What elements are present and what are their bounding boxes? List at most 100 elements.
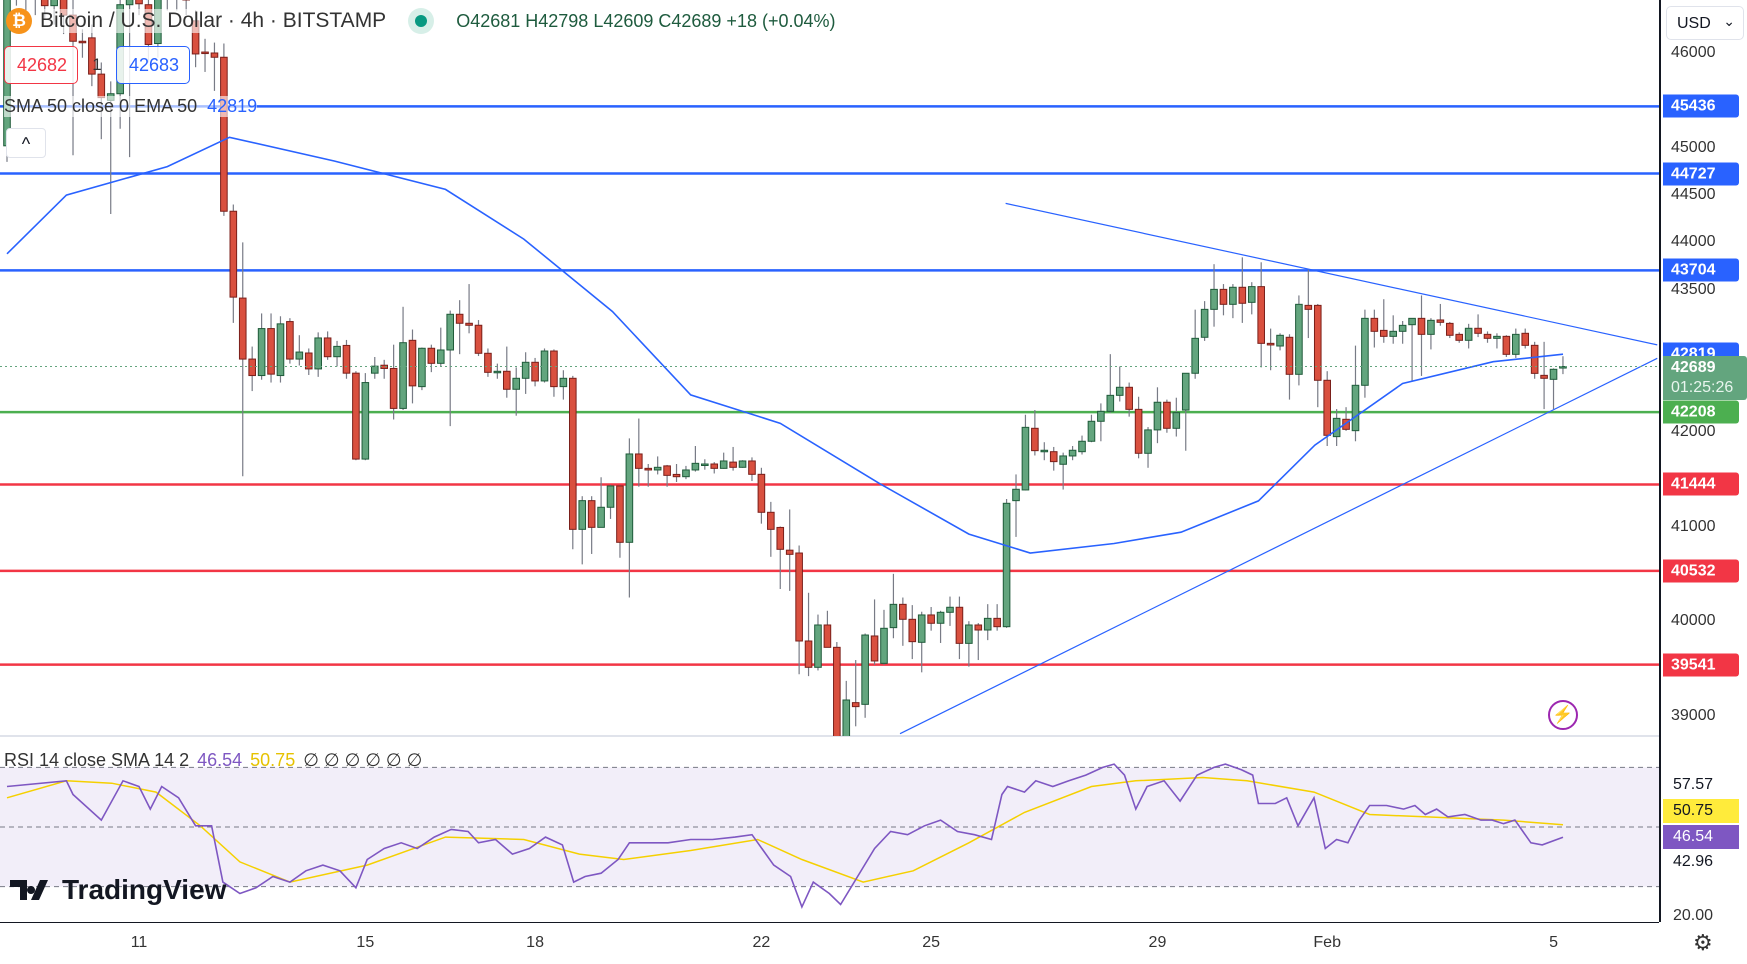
- candle: [1125, 382, 1133, 417]
- currency-select[interactable]: USD ⌄: [1666, 6, 1744, 40]
- candle: [295, 335, 304, 366]
- candle: [983, 604, 992, 641]
- candle-body: [1200, 308, 1209, 338]
- time-axis[interactable]: 11 15 18 22 25 29 Feb 5: [0, 922, 1659, 964]
- candle: [88, 24, 96, 87]
- candle: [965, 621, 973, 667]
- candle: [691, 446, 700, 472]
- candle-body: [635, 453, 643, 469]
- candle-body: [1068, 449, 1077, 457]
- candle-body: [1106, 394, 1115, 412]
- candle: [748, 457, 756, 482]
- symbol-legend[interactable]: ₿ Bitcoin / U.S. Dollar · 4h · BITSTAMP …: [6, 8, 836, 34]
- candle-body: [521, 361, 530, 379]
- bar-countdown: 01:25:26: [1671, 378, 1734, 396]
- candle-body: [701, 463, 709, 466]
- candle-body: [484, 352, 492, 373]
- candle-body: [955, 606, 964, 644]
- candle: [304, 348, 313, 375]
- candle-body: [465, 322, 473, 326]
- time-label: 5: [1549, 934, 1558, 951]
- candle-body: [1059, 455, 1067, 465]
- price-tick: 40000: [1671, 612, 1716, 630]
- candle: [176, 0, 178, 11]
- candle: [1342, 407, 1350, 431]
- candle: [314, 332, 322, 377]
- order-quantity[interactable]: 1: [92, 55, 102, 74]
- candle: [559, 370, 568, 400]
- candle: [625, 438, 634, 598]
- candle-body: [1247, 286, 1256, 303]
- candle: [1445, 321, 1454, 339]
- candle-body: [295, 351, 304, 360]
- indicator-value: 42819: [207, 96, 258, 116]
- candle-body: [729, 461, 737, 468]
- price-tick: 39000: [1671, 706, 1716, 724]
- time-label: 29: [1148, 934, 1167, 951]
- rsi-legend[interactable]: RSI 14 close SMA 14 2 46.54 50.75 ∅ ∅ ∅ …: [4, 750, 422, 771]
- candle: [644, 463, 653, 487]
- candle-body: [993, 617, 1001, 628]
- candle: [436, 327, 445, 367]
- collapse-legend-button[interactable]: ^: [6, 128, 46, 158]
- candle-body: [1172, 412, 1181, 429]
- buy-button[interactable]: 42683: [116, 46, 190, 84]
- time-label: 11: [130, 934, 148, 951]
- candle: [1389, 315, 1398, 344]
- price-tick: 46000: [1671, 44, 1716, 61]
- candle-body: [927, 614, 935, 624]
- candle-body: [323, 337, 332, 358]
- candle: [1502, 335, 1511, 357]
- candle: [34, 0, 36, 16]
- candle: [1087, 414, 1096, 443]
- candle: [540, 348, 549, 383]
- candle-body: [767, 511, 775, 530]
- candle-body: [550, 350, 558, 388]
- candle: [380, 359, 388, 379]
- candle: [182, 0, 190, 16]
- price-axis[interactable]: USD ⌄ 46000 45000 44500 44000 43500 42000 4100…: [1659, 0, 1747, 924]
- candle-body: [1530, 344, 1539, 374]
- candle-body: [1115, 386, 1124, 396]
- tradingview-logo-icon: [10, 880, 48, 900]
- symbol-title[interactable]: Bitcoin / U.S. Dollar · 4h · BITSTAMP: [40, 9, 387, 33]
- candle: [889, 573, 898, 639]
- candle: [399, 306, 407, 411]
- candle-body: [691, 462, 700, 471]
- settings-icon[interactable]: ⚙: [1693, 930, 1713, 955]
- candle: [166, 0, 168, 11]
- candle-body: [606, 485, 615, 508]
- candle: [1398, 321, 1407, 344]
- candle: [342, 339, 351, 379]
- chart-canvas[interactable]: [0, 0, 1659, 922]
- sell-button[interactable]: 42682: [4, 46, 78, 84]
- candle: [1521, 328, 1530, 349]
- candle-body: [1379, 329, 1388, 337]
- candle: [757, 467, 766, 524]
- candle: [1002, 499, 1011, 628]
- candle: [1474, 314, 1482, 338]
- candle: [1040, 442, 1049, 461]
- candle-body: [578, 500, 587, 530]
- price-tick: 44000: [1671, 233, 1716, 251]
- candle-body: [785, 549, 794, 555]
- candle-body: [1304, 304, 1313, 310]
- candle-body: [78, 40, 87, 44]
- candle: [1559, 356, 1567, 375]
- candle: [974, 623, 983, 661]
- candle-body: [446, 313, 455, 351]
- tradingview-logo[interactable]: TradingView: [10, 874, 226, 906]
- candle-body: [1210, 288, 1218, 310]
- candle-body: [1219, 288, 1228, 305]
- candle-body: [569, 377, 577, 530]
- candle-body: [644, 467, 653, 471]
- price-level-label: 44727: [1663, 162, 1739, 186]
- last-price-value: 42689: [1671, 358, 1716, 376]
- indicator-legend[interactable]: SMA 50 close 0 EMA 50 42819: [4, 96, 258, 117]
- candle-body: [1445, 322, 1454, 336]
- candle: [512, 367, 521, 416]
- candle-body: [559, 377, 568, 388]
- candle-body: [512, 377, 521, 390]
- candle: [1200, 301, 1209, 341]
- lightning-icon[interactable]: ⚡: [1548, 700, 1578, 730]
